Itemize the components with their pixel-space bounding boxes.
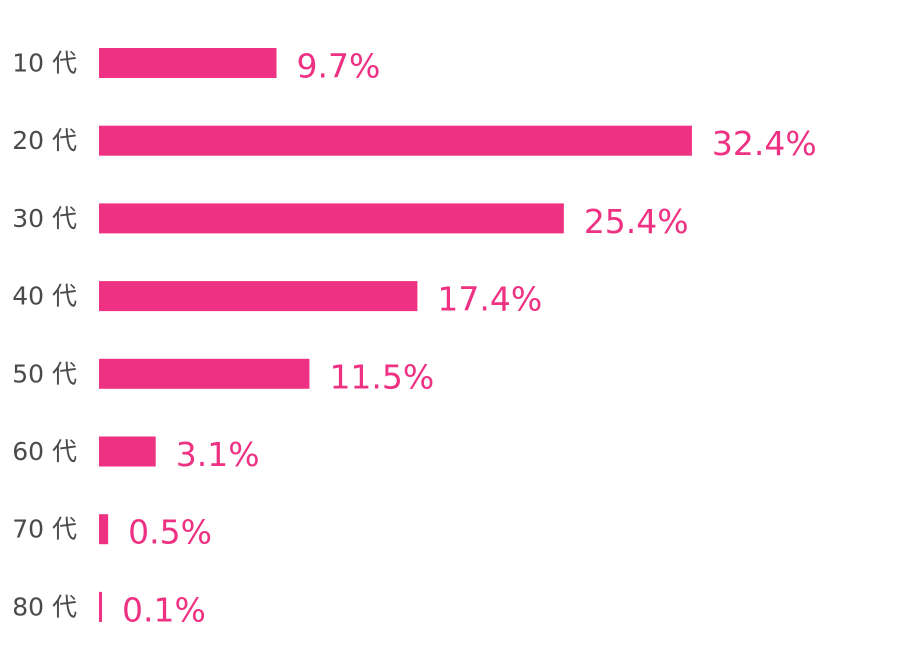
bar <box>99 436 156 467</box>
bar-row: 40 代 17.4% <box>12 280 542 319</box>
bar <box>99 125 692 156</box>
bar <box>99 514 109 545</box>
category-label: 60 代 <box>12 437 77 466</box>
bar-row: 60 代 3.1% <box>12 435 259 474</box>
category-label: 10 代 <box>12 49 77 78</box>
bar <box>99 48 277 78</box>
bar-row: 70 代 0.5% <box>12 513 212 552</box>
value-label: 25.4% <box>584 202 689 241</box>
category-label: 30 代 <box>12 204 77 233</box>
category-label: 20 代 <box>12 126 77 155</box>
bar <box>99 203 564 234</box>
value-label: 11.5% <box>329 357 434 396</box>
value-label: 3.1% <box>176 435 260 474</box>
bar <box>99 281 418 312</box>
category-label: 80 代 <box>12 592 77 621</box>
bar-row: 80 代 0.1% <box>12 590 206 629</box>
bar-row: 30 代 25.4% <box>12 202 688 241</box>
value-label: 17.4% <box>437 280 542 319</box>
bars-group: 10 代 9.7% 20 代 32.4% 30 代 25.4% 40 代 17.4% 50 代 1… <box>12 47 817 630</box>
bar <box>99 358 310 389</box>
value-label: 32.4% <box>712 124 817 163</box>
value-label: 0.5% <box>128 513 212 552</box>
value-label: 9.7% <box>297 47 381 86</box>
category-label: 70 代 <box>12 515 77 544</box>
bar-row: 50 代 11.5% <box>12 357 434 396</box>
category-label: 50 代 <box>12 359 77 388</box>
bar-row: 20 代 32.4% <box>12 124 817 163</box>
category-label: 40 代 <box>12 282 77 311</box>
bar <box>99 591 102 622</box>
bar-row: 10 代 9.7% <box>12 47 380 86</box>
value-label: 0.1% <box>122 590 206 629</box>
